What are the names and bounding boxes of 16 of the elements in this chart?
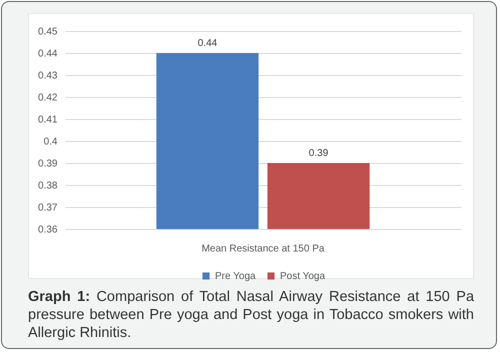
y-tick-label: 0.4: [44, 136, 58, 148]
legend-label: Post Yoga: [280, 271, 326, 282]
y-tick-label: 0.37: [38, 202, 58, 214]
y-tick-label: 0.39: [38, 158, 58, 170]
y-tick-label: 0.43: [38, 70, 58, 82]
y-tick-label: 0.44: [38, 48, 58, 60]
y-tick-label: 0.41: [38, 114, 58, 126]
y-tick-label: 0.45: [38, 26, 58, 38]
caption: Graph 1: Comparison of Total Nasal Airway Resistance at 150 Pa pressure between Pre yoga and Post yoga in Tobacco smokers with Allergic Rhinitis.: [28, 288, 474, 342]
y-tick-label: 0.36: [38, 224, 58, 236]
y-tick-label: 0.42: [38, 92, 58, 104]
data-label: 0.44: [198, 38, 218, 49]
y-tick-label: 0.38: [38, 180, 58, 192]
legend-label: Pre Yoga: [215, 271, 256, 282]
data-label: 0.39: [308, 148, 329, 159]
x-tick-label: Mean Resistance at 150 Pa: [202, 244, 325, 254]
